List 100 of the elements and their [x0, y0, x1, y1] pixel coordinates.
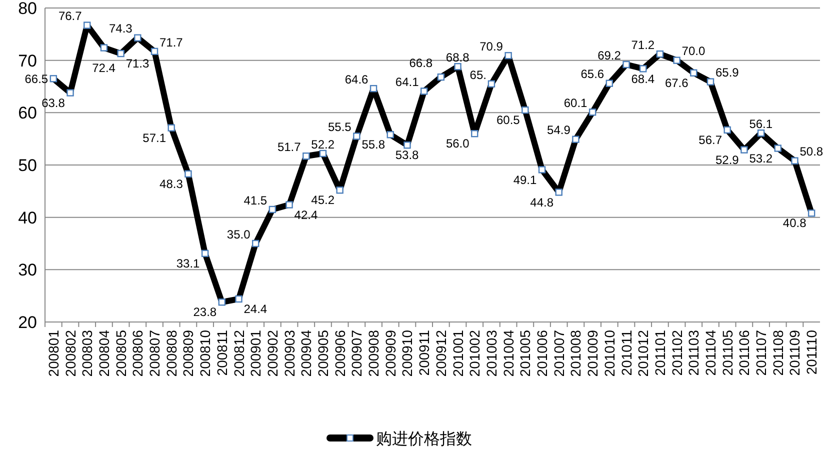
- data-label: 24.4: [244, 302, 268, 316]
- x-tick-label: 201102: [668, 330, 685, 376]
- data-label: 44.8: [530, 195, 554, 210]
- x-tick-label: 200812: [230, 330, 247, 377]
- x-tick-label: 201103: [686, 330, 702, 376]
- x-tick-label: 201110: [804, 330, 820, 375]
- data-label: 68.4: [631, 72, 655, 86]
- data-label: 35.0: [226, 227, 251, 242]
- x-tick-label: 201109: [786, 330, 803, 376]
- data-label: 63.8: [42, 96, 66, 110]
- data-label: 42.4: [294, 208, 318, 222]
- data-label: 52.2: [311, 137, 335, 152]
- x-tick-label: 200903: [281, 330, 298, 377]
- x-tick-label: 200808: [163, 330, 180, 377]
- data-label: 67.6: [664, 76, 689, 90]
- data-label: 60.5: [496, 113, 520, 128]
- x-tick-label: 200804: [96, 330, 112, 377]
- legend-label: 购进价格指数: [376, 430, 472, 448]
- data-label: 51.7: [277, 140, 302, 154]
- x-tick-label: 200905: [314, 330, 331, 377]
- data-label: 65.9: [715, 66, 740, 80]
- y-tick-label: 20: [18, 313, 37, 332]
- x-tick-label: 200902: [264, 330, 280, 377]
- y-tick-label: 60: [18, 104, 37, 123]
- x-tick-label: 200907: [348, 330, 365, 377]
- x-tick-label: 201011: [618, 330, 634, 376]
- data-label: 55.5: [328, 120, 352, 134]
- data-label: 41.5: [244, 193, 268, 208]
- x-tick-label: 201004: [500, 330, 516, 377]
- x-tick-label: 200803: [79, 330, 96, 377]
- data-label: 53.8: [395, 148, 420, 162]
- data-label: 57.1: [142, 130, 166, 145]
- data-label: 48.3: [160, 176, 184, 191]
- y-tick-label: 70: [18, 51, 37, 70]
- data-label: 74.3: [108, 22, 133, 36]
- x-tick-label: 201003: [483, 330, 500, 377]
- x-tick-label: 200912: [432, 330, 449, 377]
- data-label: 50.8: [800, 144, 824, 159]
- x-tick-label: 200810: [197, 330, 214, 377]
- x-tick-label: 200805: [112, 330, 129, 377]
- data-label: 64.1: [395, 75, 420, 90]
- data-label: 52.9: [716, 152, 740, 167]
- x-tick-label: 201105: [719, 330, 736, 376]
- x-tick-label: 201010: [601, 330, 618, 377]
- x-tick-label: 201002: [466, 330, 483, 377]
- data-label: 69.2: [598, 48, 622, 62]
- x-tick-label: 200801: [45, 330, 62, 377]
- data-label: 56.7: [698, 133, 722, 148]
- x-tick-label: 200811: [214, 330, 230, 376]
- y-tick-label: 50: [18, 156, 37, 175]
- data-label: 23.8: [193, 305, 217, 320]
- data-label: 53.2: [749, 151, 773, 166]
- x-tick-label: 200901: [248, 330, 264, 377]
- data-label: 71.3: [126, 56, 150, 71]
- data-label: 66.5: [24, 72, 48, 86]
- x-tick-label: 201008: [568, 330, 584, 377]
- x-tick-label: 201108: [770, 330, 786, 376]
- data-label: 56.0: [446, 136, 470, 151]
- x-tick-label: 201012: [635, 330, 652, 377]
- data-label: 65.: [470, 68, 486, 82]
- data-label: 55.8: [362, 138, 386, 152]
- x-tick-label: 201104: [702, 330, 718, 376]
- data-label: 60.1: [564, 96, 588, 110]
- x-tick-label: 201101: [652, 330, 668, 376]
- x-tick-label: 200806: [130, 330, 146, 377]
- x-tick-label: 200809: [180, 330, 196, 377]
- x-tick-label: 201009: [584, 330, 601, 377]
- data-label: 71.2: [631, 38, 655, 52]
- data-label: 33.1: [176, 256, 200, 271]
- data-label: 66.8: [409, 56, 433, 70]
- x-tick-label: 200807: [146, 330, 163, 377]
- data-label: 71.7: [160, 35, 184, 50]
- y-tick-label: 80: [18, 0, 37, 18]
- y-tick-label: 40: [18, 208, 37, 228]
- x-tick-label: 201005: [517, 330, 534, 377]
- data-label: 70.9: [480, 40, 504, 54]
- data-label: 70.0: [682, 44, 706, 58]
- x-tick-label: 200910: [399, 330, 416, 377]
- x-tick-label: 201107: [753, 330, 770, 376]
- x-tick-label: 200904: [298, 330, 314, 377]
- x-tick-label: 201007: [550, 330, 567, 377]
- x-tick-label: 201106: [736, 330, 752, 376]
- data-label: 54.9: [547, 123, 571, 138]
- x-tick-label: 200911: [416, 330, 432, 376]
- x-tick-label: 201001: [450, 330, 466, 377]
- data-label: 56.1: [749, 116, 773, 131]
- data-label: 45.2: [311, 193, 335, 208]
- x-tick-label: 200909: [382, 330, 398, 377]
- x-tick-label: 200908: [366, 330, 382, 377]
- x-tick-label: 200906: [332, 330, 348, 377]
- x-tick-label: 201006: [534, 330, 550, 377]
- data-label: 65.6: [580, 67, 604, 82]
- data-label: 76.7: [58, 9, 82, 24]
- data-label: 40.8: [782, 216, 807, 230]
- data-label: 72.4: [92, 60, 116, 75]
- data-label: 64.6: [344, 72, 369, 86]
- y-tick-label: 30: [18, 260, 37, 280]
- data-label: 68.8: [446, 50, 470, 64]
- data-label: 49.1: [513, 172, 538, 187]
- x-tick-label: 200802: [62, 330, 78, 377]
